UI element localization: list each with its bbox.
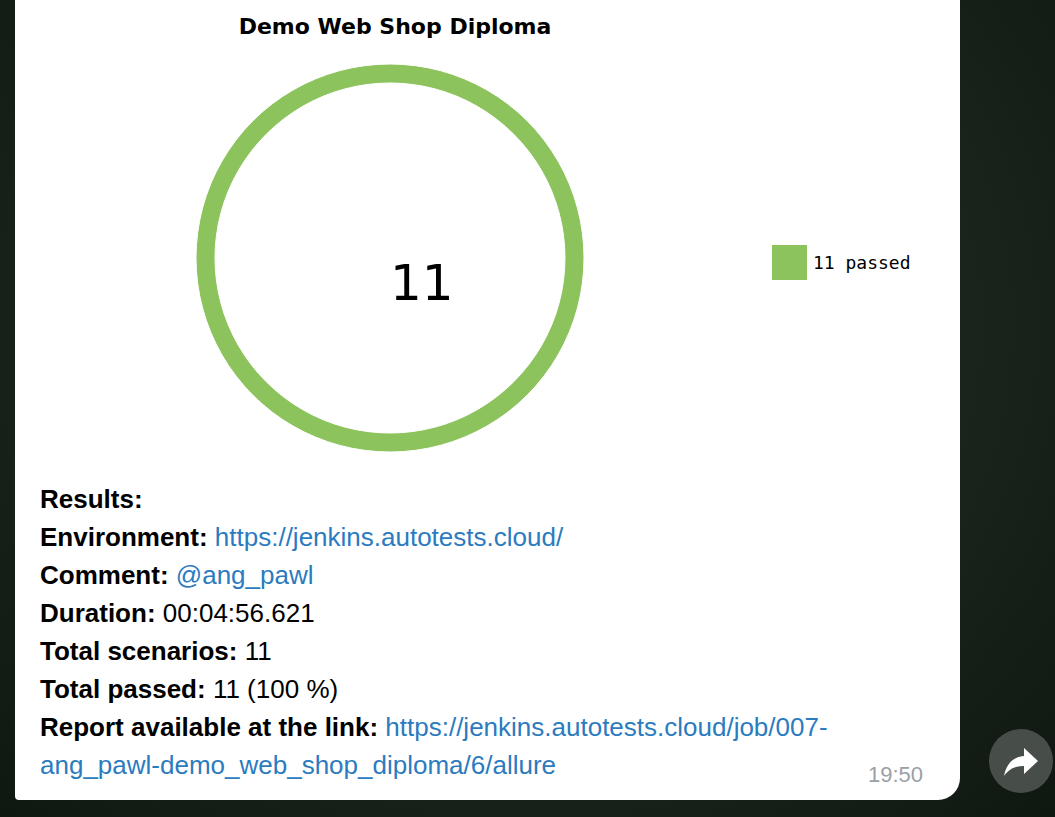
html-text:Total passed: 11 (100 %): Total passed: 11 (100 %) bbox=[40, 674, 339, 704]
html-text:Duration: 00:04:56.621: Duration: 00:04:56.621 bbox=[40, 598, 315, 628]
html-text:Report available at the link:: Report available at the link: https://je… bbox=[40, 712, 828, 780]
svg-text:11 passed: 11 passed bbox=[813, 252, 911, 273]
html-text:Environment: https://jenkins.a: Environment: https://jenkins.autotests.c… bbox=[40, 522, 564, 552]
html-text:Comment: @ang_pawl: Comment: @ang_pawl bbox=[40, 560, 314, 590]
svg-text:11: 11 bbox=[390, 254, 454, 312]
svg-text:Demo Web Shop Diploma: Demo Web Shop Diploma bbox=[239, 14, 552, 39]
html-text:19:50: 19:50 bbox=[868, 762, 924, 787]
html-text:Total scenarios: 11: Total scenarios: 11 bbox=[40, 636, 272, 666]
html-text:Results:: Results: bbox=[40, 484, 143, 514]
